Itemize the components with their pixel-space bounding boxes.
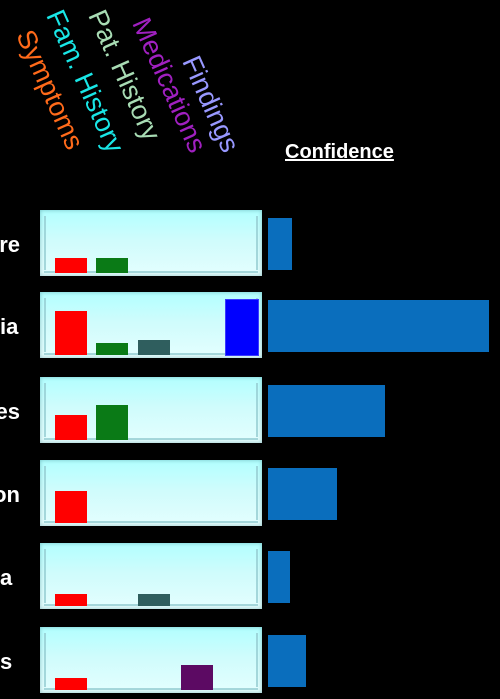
confidence-bar (268, 218, 292, 270)
evidence-bar-findings (226, 300, 258, 355)
row-label: re (0, 232, 20, 257)
evidence-panel (40, 210, 262, 276)
row-label: on (0, 482, 20, 507)
panel-gridline (44, 633, 46, 687)
confidence-title: Confidence (285, 141, 394, 163)
confidence-bar (268, 551, 290, 603)
evidence-bar-fam-history (96, 343, 128, 355)
confidence-bar (268, 300, 489, 352)
evidence-bar-pat-history (138, 340, 170, 355)
panel-gridline (44, 466, 46, 520)
panel-baseline (44, 271, 258, 273)
evidence-bar-symptoms (55, 258, 87, 273)
panel-baseline (44, 438, 258, 440)
panel-gridline (256, 216, 258, 270)
confidence-bar (268, 635, 306, 687)
row-label: s (0, 649, 13, 674)
panel-gridline (44, 383, 46, 437)
row-label: es (0, 399, 20, 424)
evidence-panel (40, 460, 262, 526)
evidence-bar-symptoms (55, 311, 87, 355)
evidence-panel (40, 543, 262, 609)
confidence-bar (268, 468, 337, 520)
panel-gridline (256, 549, 258, 603)
panel-baseline (44, 521, 258, 523)
evidence-panel (40, 377, 262, 443)
panel-gridline (44, 549, 46, 603)
evidence-bar-fam-history (96, 258, 128, 273)
panel-gridline (256, 633, 258, 687)
evidence-panel (40, 627, 262, 693)
evidence-bar-fam-history (96, 405, 128, 440)
panel-gridline (256, 466, 258, 520)
evidence-bar-symptoms (55, 415, 87, 440)
evidence-bar-symptoms (55, 678, 87, 690)
evidence-panel (40, 292, 262, 358)
panel-baseline (44, 688, 258, 690)
panel-gridline (44, 298, 46, 352)
panel-gridline (44, 216, 46, 270)
row-label: ia (0, 314, 19, 339)
panel-gridline (256, 383, 258, 437)
evidence-bar-symptoms (55, 594, 87, 606)
confidence-bar (268, 385, 385, 437)
evidence-bar-symptoms (55, 491, 87, 523)
row-label: a (0, 565, 13, 590)
evidence-bar-medications (181, 665, 213, 690)
evidence-bar-pat-history (138, 594, 170, 606)
